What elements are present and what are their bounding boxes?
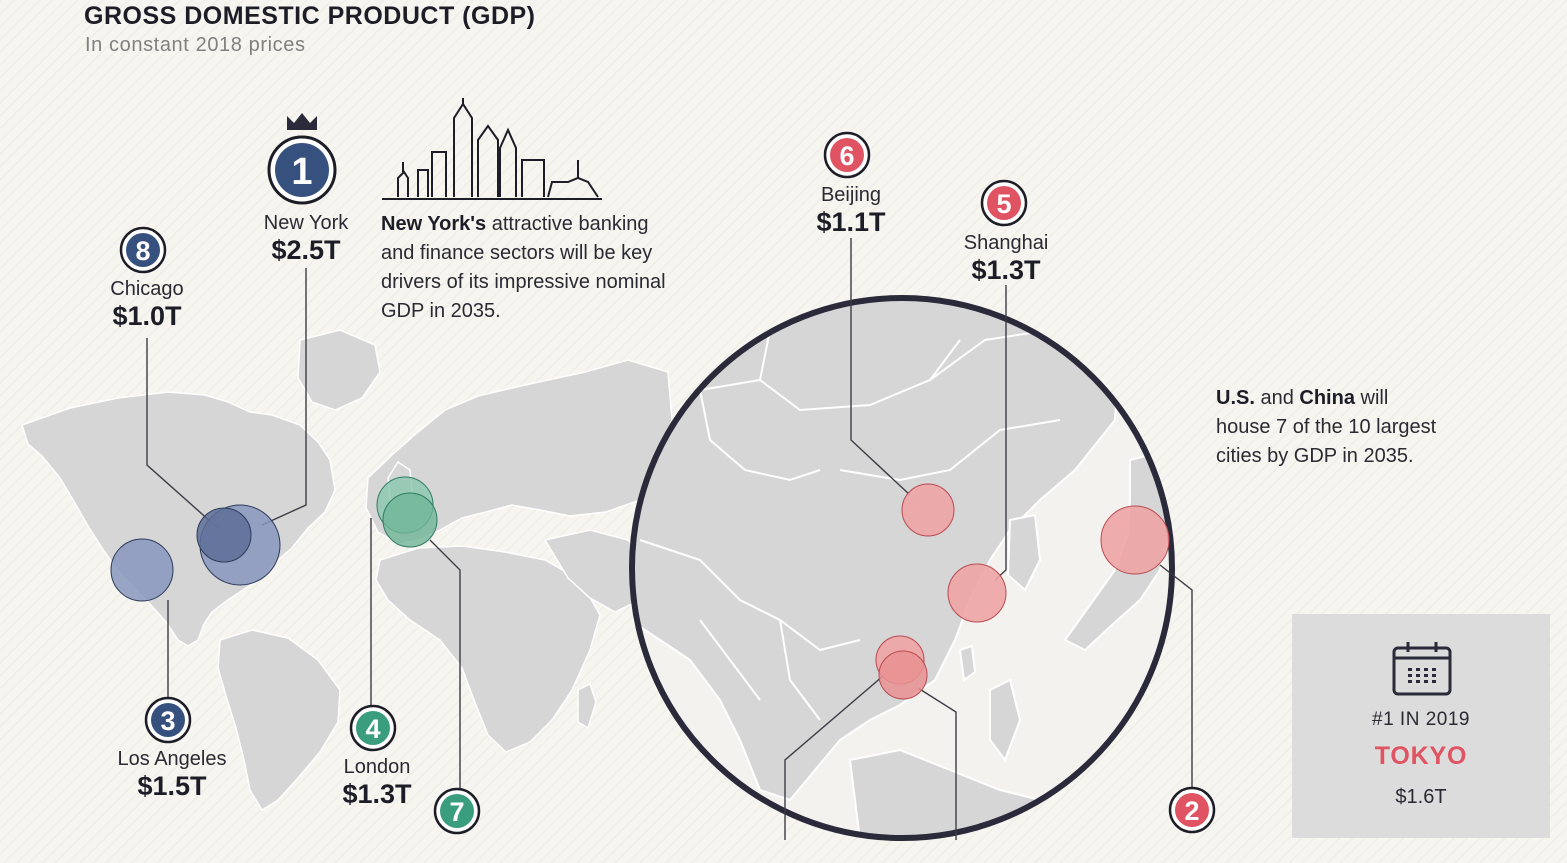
rank-badge-3: 3 bbox=[144, 696, 192, 744]
city-gdp-new-york: $2.5T bbox=[271, 235, 341, 265]
south-america-landmass bbox=[217, 629, 341, 812]
rank-badge-5: 5 bbox=[980, 179, 1028, 227]
leader-7 bbox=[429, 539, 461, 792]
city-label-new-york: New York bbox=[263, 212, 349, 234]
svg-text:2: 2 bbox=[1184, 796, 1199, 826]
asia-zoom-circle bbox=[629, 295, 1175, 841]
svg-text:8: 8 bbox=[135, 236, 150, 266]
city-label-shanghai: Shanghai bbox=[963, 232, 1049, 254]
border-lines bbox=[639, 329, 1061, 721]
africa-landmass bbox=[375, 545, 601, 753]
greenland-landmass bbox=[297, 329, 381, 411]
rank-badge-7: 7 bbox=[433, 787, 481, 835]
north-america-landmass bbox=[21, 391, 336, 647]
taiwan-landmass bbox=[958, 644, 977, 682]
bubbles bbox=[110, 476, 1170, 700]
crown-icon bbox=[287, 113, 317, 130]
bubble-7 bbox=[382, 492, 438, 548]
korea-landmass bbox=[1006, 513, 1042, 592]
svg-text:6: 6 bbox=[839, 141, 854, 171]
bubble-beijing bbox=[901, 483, 955, 537]
city-gdp-chicago: $1.0T bbox=[112, 301, 182, 331]
new-york-skyline-icon bbox=[382, 98, 602, 200]
leader-beijing bbox=[850, 238, 911, 496]
bubble-los-angeles bbox=[110, 538, 174, 602]
bubble-shanghai bbox=[947, 563, 1007, 623]
tokyo-callout: #1 IN 2019 TOKYO $1.6T bbox=[1292, 614, 1550, 838]
city-label-chicago: Chicago bbox=[110, 278, 184, 300]
bubble-b bbox=[878, 650, 928, 700]
calendar-icon bbox=[1392, 642, 1452, 696]
leader-new-york bbox=[261, 268, 307, 526]
city-label-london: London bbox=[343, 756, 411, 778]
rank-badge-2: 2 bbox=[1168, 786, 1216, 834]
bubble-chicago bbox=[196, 507, 252, 563]
svg-text:1: 1 bbox=[291, 151, 312, 193]
leader-a bbox=[784, 669, 891, 840]
world-map bbox=[21, 329, 673, 812]
svg-text:4: 4 bbox=[365, 714, 380, 744]
rank-badge-8: 8 bbox=[119, 226, 167, 274]
callout-value: $1.6T bbox=[1395, 786, 1447, 808]
leader-2 bbox=[1159, 564, 1193, 790]
us-china-note: U.S. and China will house 7 of the 10 la… bbox=[1216, 387, 1437, 467]
rank-badges: 1 8 3 4 7 6 5 bbox=[119, 131, 1216, 835]
bubble-2 bbox=[1100, 505, 1170, 575]
philippines-landmass bbox=[989, 678, 1022, 763]
callout-label: #1 IN 2019 bbox=[1372, 709, 1470, 730]
svg-text:5: 5 bbox=[996, 189, 1011, 219]
callout-city: TOKYO bbox=[1374, 742, 1468, 770]
leader-b bbox=[917, 687, 957, 840]
new-york-note: New York's attractive banking and financ… bbox=[381, 213, 666, 322]
rank-badge-1: 1 bbox=[267, 135, 337, 205]
city-gdp-beijing: $1.1T bbox=[816, 207, 886, 237]
leader-chicago bbox=[146, 338, 221, 531]
city-gdp-los-angeles: $1.5T bbox=[137, 771, 207, 801]
svg-text:3: 3 bbox=[160, 706, 175, 736]
city-gdp-shanghai: $1.3T bbox=[971, 255, 1041, 285]
rank-badge-4: 4 bbox=[349, 704, 397, 752]
svg-text:7: 7 bbox=[449, 797, 464, 827]
rank-badge-6: 6 bbox=[823, 131, 871, 179]
page-title: GROSS DOMESTIC PRODUCT (GDP) bbox=[84, 2, 536, 30]
city-label-los-angeles: Los Angeles bbox=[117, 748, 227, 770]
city-label-beijing: Beijing bbox=[820, 184, 882, 206]
page-subtitle: In constant 2018 prices bbox=[85, 34, 306, 56]
city-gdp-london: $1.3T bbox=[342, 779, 412, 809]
madagascar-landmass bbox=[577, 682, 597, 730]
